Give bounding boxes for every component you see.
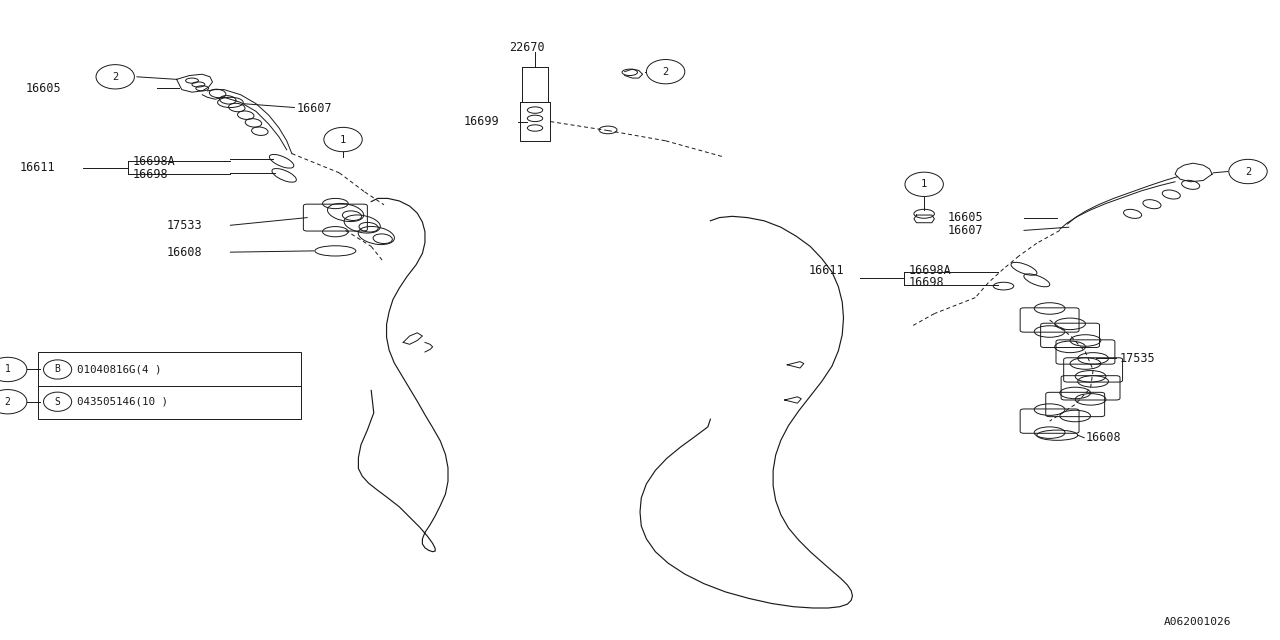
Text: 16607: 16607 [297,102,333,115]
Text: 16698: 16698 [133,168,169,180]
Text: 16608: 16608 [166,246,202,259]
Text: 16698: 16698 [909,276,945,289]
Text: 16698A: 16698A [133,155,175,168]
Text: 043505146(10 ): 043505146(10 ) [77,397,168,407]
Text: 2: 2 [663,67,668,77]
Text: 2: 2 [113,72,118,82]
Text: 22670: 22670 [509,41,545,54]
Ellipse shape [0,357,27,381]
Text: 16605: 16605 [947,211,983,224]
Ellipse shape [646,60,685,84]
Text: A062001026: A062001026 [1164,617,1231,627]
Text: 17535: 17535 [1120,352,1156,365]
Ellipse shape [0,390,27,414]
Text: 16605: 16605 [26,82,61,95]
Ellipse shape [1229,159,1267,184]
Text: 17533: 17533 [166,219,202,232]
Text: 1: 1 [5,364,10,374]
Text: 1: 1 [340,134,346,145]
Text: 16611: 16611 [19,161,55,174]
Ellipse shape [96,65,134,89]
Text: 16607: 16607 [947,224,983,237]
Bar [38,352,301,419]
Text: 2: 2 [1245,166,1251,177]
Text: 1: 1 [922,179,927,189]
Ellipse shape [905,172,943,196]
Text: B: B [55,364,60,374]
Text: 16698A: 16698A [909,264,951,276]
Text: 2: 2 [5,397,10,407]
Ellipse shape [324,127,362,152]
Text: 01040816G(4 ): 01040816G(4 ) [77,364,161,374]
Text: S: S [55,397,60,407]
Text: 16699: 16699 [463,115,499,128]
Text: 16608: 16608 [1085,431,1121,444]
Text: 16611: 16611 [809,264,845,276]
